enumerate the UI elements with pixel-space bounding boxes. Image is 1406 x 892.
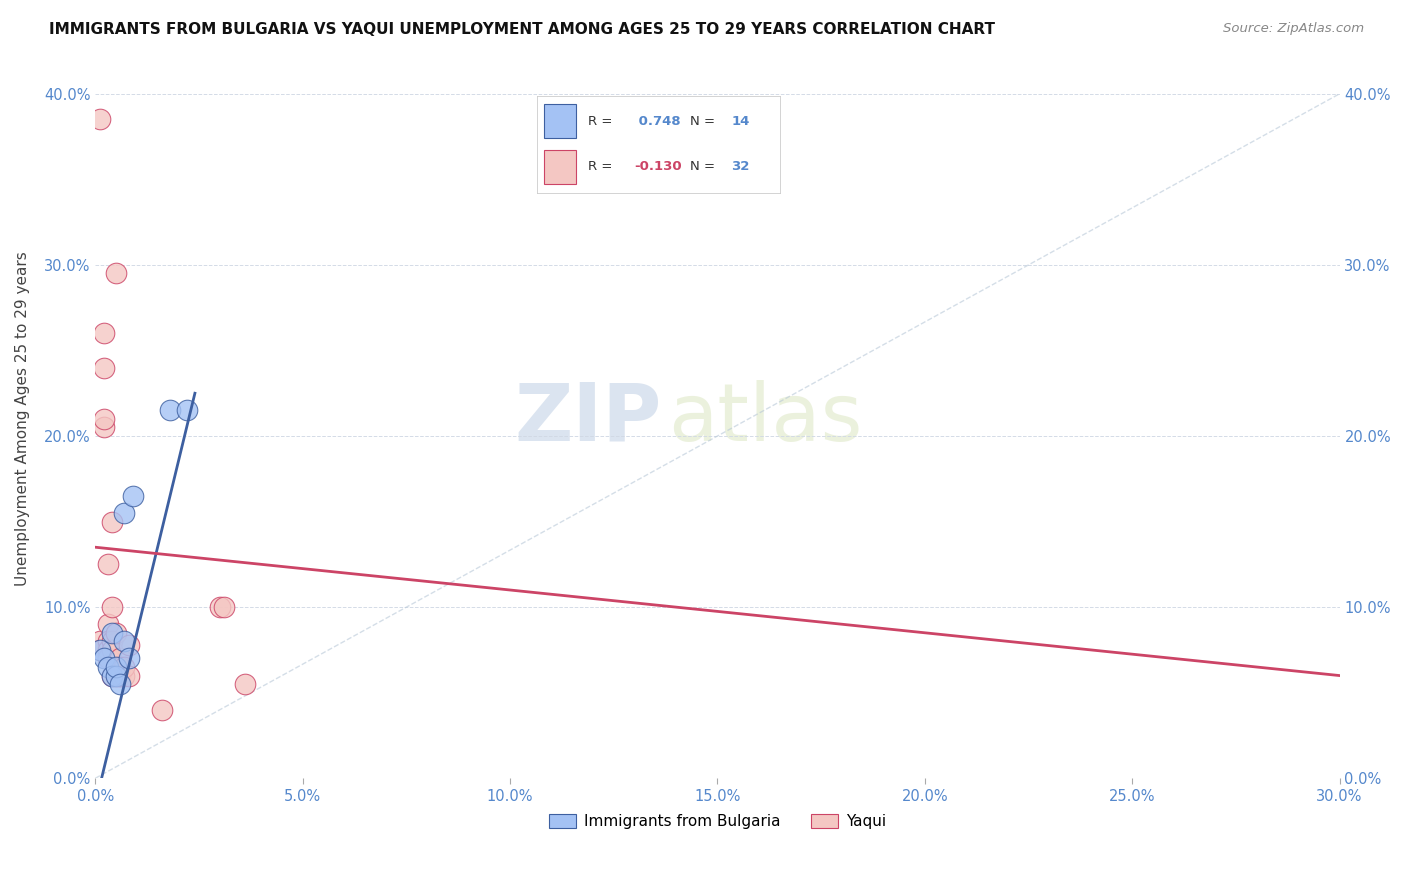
Point <box>97 651 120 665</box>
Point <box>150 703 173 717</box>
Point <box>117 651 139 665</box>
Point <box>93 326 115 341</box>
Point <box>105 625 128 640</box>
Point <box>233 677 256 691</box>
Point <box>93 412 115 426</box>
Y-axis label: Unemployment Among Ages 25 to 29 years: Unemployment Among Ages 25 to 29 years <box>15 252 30 586</box>
Point <box>89 643 111 657</box>
Point <box>105 668 128 682</box>
Point <box>112 634 135 648</box>
Point <box>105 267 128 281</box>
Point <box>105 668 128 682</box>
Point <box>93 360 115 375</box>
Text: IMMIGRANTS FROM BULGARIA VS YAQUI UNEMPLOYMENT AMONG AGES 25 TO 29 YEARS CORRELA: IMMIGRANTS FROM BULGARIA VS YAQUI UNEMPL… <box>49 22 995 37</box>
Point <box>89 634 111 648</box>
Point <box>110 668 132 682</box>
Point <box>176 403 198 417</box>
Point <box>97 617 120 632</box>
Point <box>93 651 115 665</box>
Point <box>89 112 111 127</box>
Point <box>117 668 139 682</box>
Point <box>89 643 111 657</box>
Point <box>101 515 124 529</box>
Point <box>112 668 135 682</box>
Point <box>159 403 181 417</box>
Point <box>101 668 124 682</box>
Point <box>93 420 115 434</box>
Point <box>212 600 235 615</box>
Point <box>112 506 135 520</box>
Point <box>110 677 132 691</box>
Point <box>110 651 132 665</box>
Point <box>101 625 124 640</box>
Point <box>97 634 120 648</box>
Point <box>101 668 124 682</box>
Point <box>97 660 120 674</box>
Point <box>112 660 135 674</box>
Point <box>110 668 132 682</box>
Legend: Immigrants from Bulgaria, Yaqui: Immigrants from Bulgaria, Yaqui <box>543 808 893 835</box>
Point <box>117 638 139 652</box>
Point <box>110 660 132 674</box>
Point <box>97 558 120 572</box>
Point <box>101 600 124 615</box>
Text: Source: ZipAtlas.com: Source: ZipAtlas.com <box>1223 22 1364 36</box>
Text: ZIP: ZIP <box>515 380 661 458</box>
Point <box>97 643 120 657</box>
Point <box>101 643 124 657</box>
Point <box>121 489 143 503</box>
Point <box>105 660 128 674</box>
Point <box>101 634 124 648</box>
Point <box>208 600 231 615</box>
Text: atlas: atlas <box>668 380 862 458</box>
